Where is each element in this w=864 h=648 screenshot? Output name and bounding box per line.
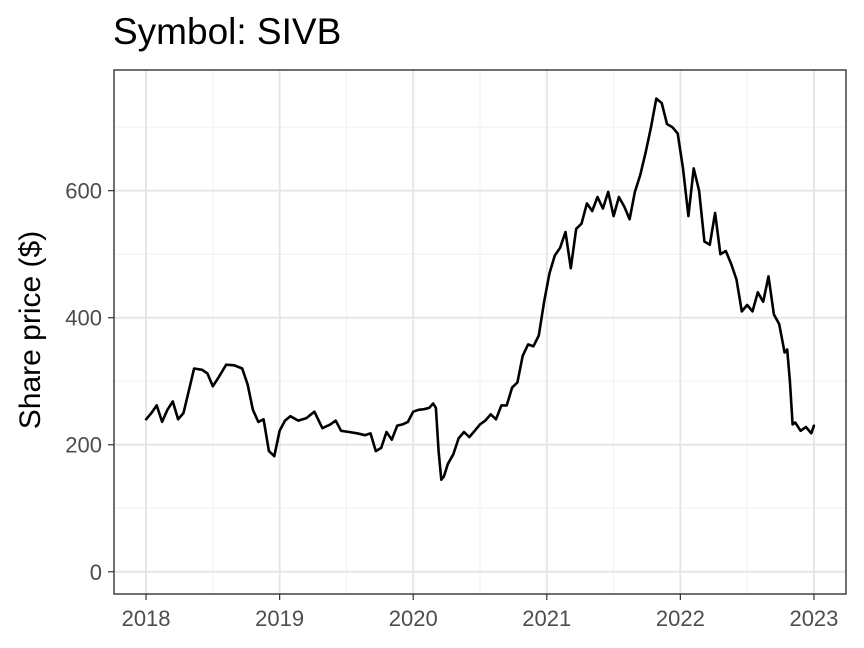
x-tick-label: 2019 [255,606,304,631]
y-tick-label: 400 [65,306,102,331]
major-gridlines [114,70,846,594]
y-tick-label: 600 [65,179,102,204]
plot-panel-border [113,69,847,595]
chart-title: Symbol: SIVB [113,11,341,52]
x-tick-label: 2021 [522,606,571,631]
x-axis-ticks: 2018 2019 2020 2021 2022 2023 [122,594,838,631]
x-tick-label: 2020 [389,606,438,631]
minor-gridlines [114,70,846,594]
y-axis-ticks: 0 200 400 600 [65,179,114,585]
x-tick-label: 2018 [122,606,171,631]
series-line-sivb [144,97,816,481]
x-tick-label: 2023 [789,606,838,631]
x-tick-label: 2022 [656,606,705,631]
y-tick-label: 0 [90,560,102,585]
y-tick-label: 200 [65,433,102,458]
y-axis-label: Share price ($) [14,231,47,429]
